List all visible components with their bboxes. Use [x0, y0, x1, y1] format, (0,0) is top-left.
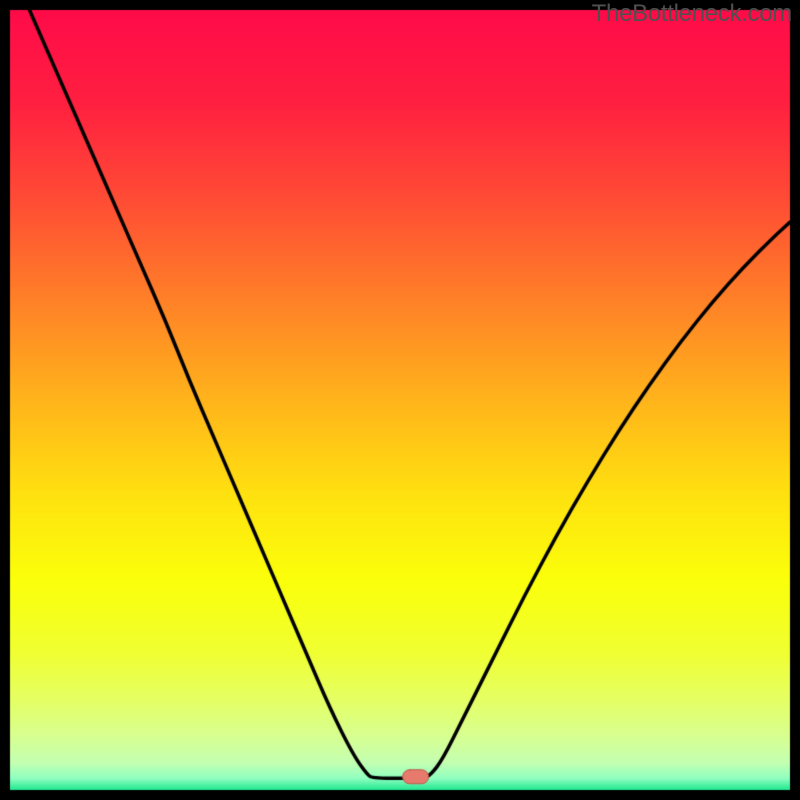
gradient-v-curve-canvas: [0, 0, 800, 800]
bottleneck-chart: TheBottleneck.com: [0, 0, 800, 800]
watermark-text: TheBottleneck.com: [592, 0, 792, 28]
